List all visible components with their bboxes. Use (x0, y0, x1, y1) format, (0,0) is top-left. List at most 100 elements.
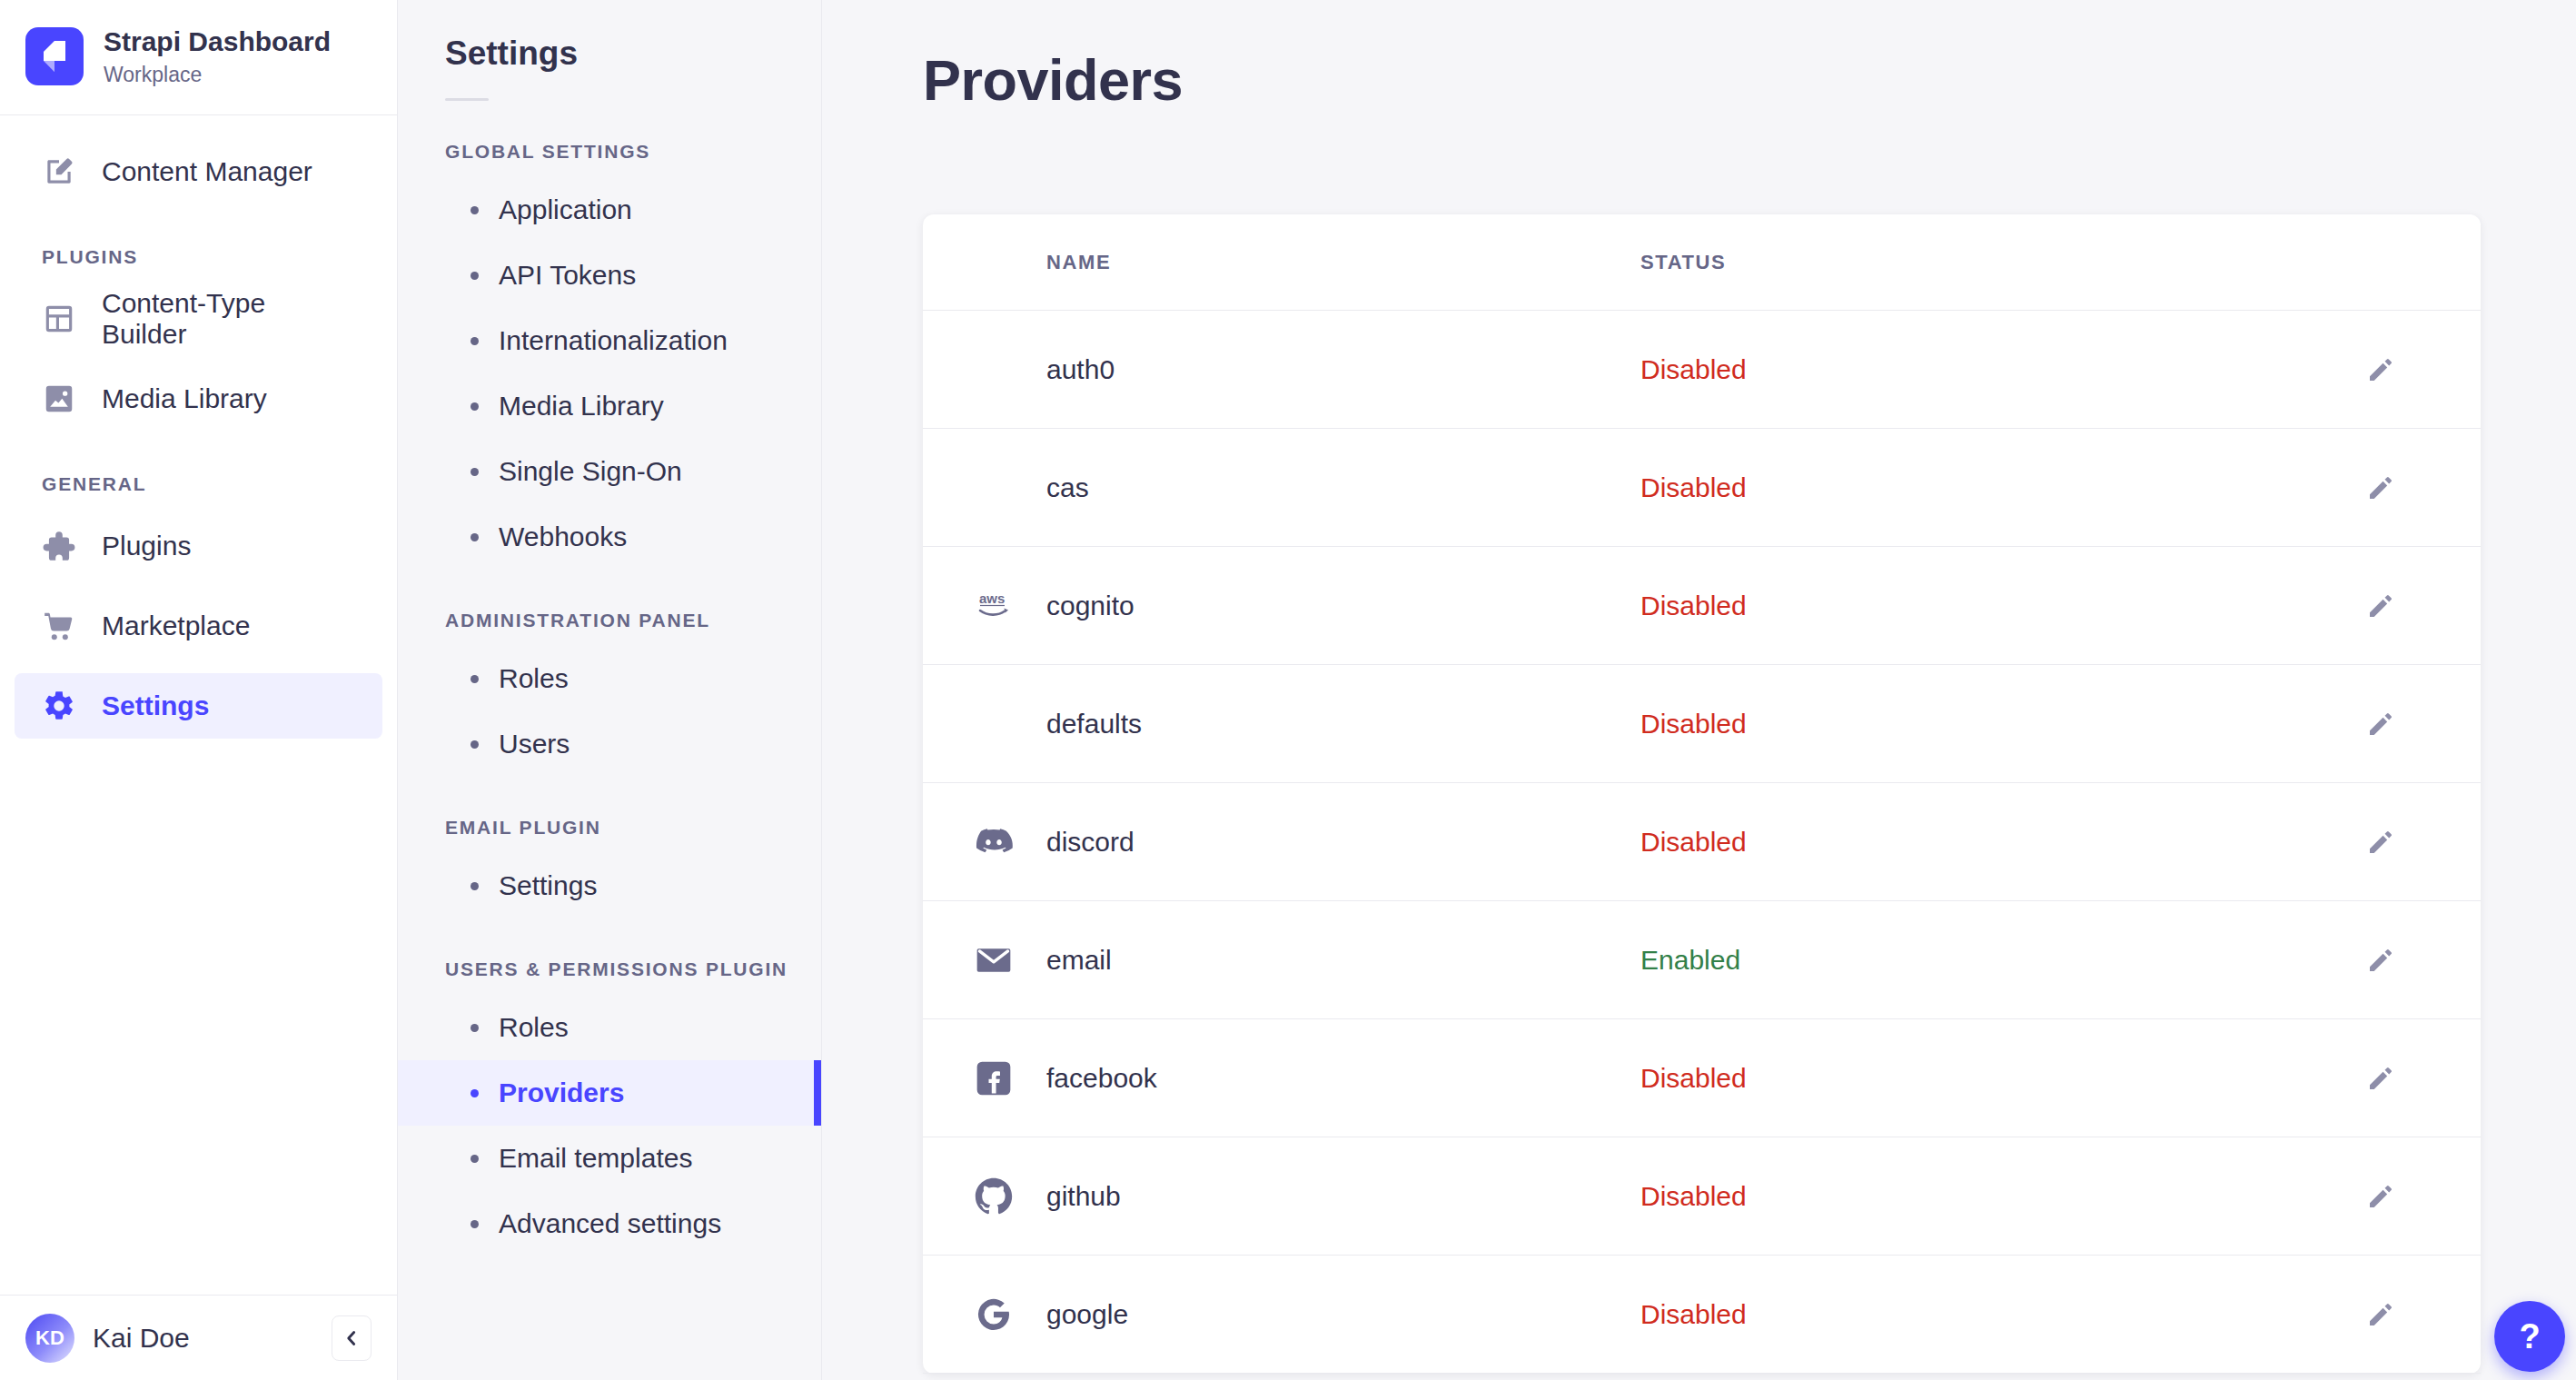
app-window: Strapi Dashboard Workplace Content Manag… (0, 0, 2576, 1380)
table-row-defaults: defaults Disabled (923, 665, 2481, 783)
provider-status: Disabled (1640, 1299, 2330, 1330)
subnav-item-label: Media Library (499, 391, 664, 422)
subnav-item-application[interactable]: Application (398, 177, 821, 243)
subnav-item-media-library[interactable]: Media Library (398, 373, 821, 439)
provider-status: Disabled (1640, 591, 2330, 621)
subnav-item-internationalization[interactable]: Internationalization (398, 308, 821, 373)
subnav-item-roles[interactable]: Roles (398, 646, 821, 711)
brand-subtitle: Workplace (104, 63, 331, 87)
table-row-email: email Enabled (923, 901, 2481, 1019)
facebook-icon (974, 1058, 1014, 1098)
email-icon (974, 940, 1014, 980)
sidebar-item-label: Content Manager (102, 156, 312, 187)
provider-name: email (1046, 945, 1608, 976)
provider-name: cas (1046, 472, 1608, 503)
media-library-icon (42, 382, 76, 416)
column-header-status: STATUS (1640, 251, 2330, 274)
no-icon (974, 468, 1014, 508)
providers-table-card: NAME STATUS auth0DisabledcasDisabledawsc… (923, 214, 2481, 1374)
subnav-item-label: API Tokens (499, 260, 636, 291)
sidebar-item-label: Plugins (102, 531, 191, 561)
settings-subnav: Settings GLOBAL SETTINGSApplicationAPI T… (398, 0, 822, 1380)
subnav-item-advanced-settings[interactable]: Advanced settings (398, 1191, 821, 1256)
bullet-icon (471, 675, 479, 683)
strapi-logo-icon (25, 27, 84, 85)
sidebar-item-label: Settings (102, 690, 209, 721)
provider-status: Disabled (1640, 709, 2330, 740)
sidebar-item-content-manager[interactable]: Content Manager (15, 139, 382, 204)
subnav-section-label-administration-panel: ADMINISTRATION PANEL (445, 610, 821, 631)
edit-provider-button[interactable] (2363, 352, 2399, 388)
edit-provider-button[interactable] (2363, 1178, 2399, 1215)
column-header-name: NAME (1046, 251, 1608, 274)
subnav-title: Settings (445, 35, 821, 73)
subnav-item-users[interactable]: Users (398, 711, 821, 777)
brand-title: Strapi Dashboard (104, 25, 331, 58)
sidebar-item-label: Marketplace (102, 611, 250, 641)
table-row-auth0: auth0Disabled (923, 311, 2481, 429)
pencil-icon (2366, 1300, 2395, 1329)
sidebar-nav: Content Manager PLUGINS Content-Type Build… (0, 115, 397, 1295)
edit-provider-button[interactable] (2363, 588, 2399, 624)
sidebar-item-settings[interactable]: Settings (15, 673, 382, 739)
subnav-item-providers[interactable]: Providers (398, 1060, 821, 1126)
subnav-item-api-tokens[interactable]: API Tokens (398, 243, 821, 308)
subnav-item-webhooks[interactable]: Webhooks (398, 504, 821, 570)
provider-status: Disabled (1640, 354, 2330, 385)
edit-provider-button[interactable] (2363, 942, 2399, 978)
bullet-icon (471, 1155, 479, 1163)
main-content: Providers NAME STATUS auth0DisabledcasDi… (822, 0, 2576, 1380)
edit-provider-button[interactable] (2363, 706, 2399, 742)
sidebar-section-label-general: GENERAL (42, 473, 382, 495)
marketplace-icon (42, 609, 76, 643)
sidebar-item-plugins[interactable]: Plugins (15, 513, 382, 579)
sidebar-item-label: Content-Type Builder (102, 288, 355, 350)
user-name: Kai Doe (93, 1323, 313, 1354)
avatar[interactable]: KD (25, 1314, 74, 1363)
subnav-item-settings[interactable]: Settings (398, 853, 821, 918)
provider-name: cognito (1046, 591, 1608, 621)
subnav-item-roles[interactable]: Roles (398, 995, 821, 1060)
subnav-item-label: Email templates (499, 1143, 692, 1174)
discord-icon (974, 822, 1014, 862)
edit-provider-button[interactable] (2363, 1296, 2399, 1333)
provider-name: google (1046, 1299, 1608, 1330)
sidebar-item-content-type-builder[interactable]: Content-Type Builder (15, 286, 382, 352)
table-row-google: google Disabled (923, 1256, 2481, 1374)
bullet-icon (471, 337, 479, 345)
bullet-icon (471, 1220, 479, 1228)
subnav-item-single-sign-on[interactable]: Single Sign-On (398, 439, 821, 504)
edit-provider-button[interactable] (2363, 1060, 2399, 1097)
pencil-icon (2366, 473, 2395, 502)
brand[interactable]: Strapi Dashboard Workplace (0, 0, 397, 115)
bullet-icon (471, 272, 479, 280)
main-sidebar: Strapi Dashboard Workplace Content Manag… (0, 0, 398, 1380)
bullet-icon (471, 882, 479, 890)
bullet-icon (471, 402, 479, 411)
subnav-item-label: Webhooks (499, 521, 627, 552)
sidebar-footer: KD Kai Doe (0, 1295, 397, 1380)
bullet-icon (471, 1089, 479, 1097)
chevron-left-icon (340, 1326, 363, 1350)
table-header-row: NAME STATUS (923, 214, 2481, 311)
bullet-icon (471, 533, 479, 541)
subnav-item-email-templates[interactable]: Email templates (398, 1126, 821, 1191)
provider-status: Enabled (1640, 945, 2330, 976)
content-manager-icon (42, 154, 76, 189)
collapse-sidebar-button[interactable] (332, 1315, 372, 1361)
sidebar-section-label-plugins: PLUGINS (42, 246, 382, 268)
sidebar-item-marketplace[interactable]: Marketplace (15, 593, 382, 659)
provider-name: defaults (1046, 709, 1608, 740)
table-row-github: githubDisabled (923, 1137, 2481, 1256)
no-icon (974, 704, 1014, 744)
settings-gear-icon (42, 689, 76, 723)
sidebar-item-media-library[interactable]: Media Library (15, 366, 382, 432)
help-button[interactable]: ? (2494, 1301, 2565, 1372)
edit-provider-button[interactable] (2363, 470, 2399, 506)
subnav-item-label: Single Sign-On (499, 456, 682, 487)
subnav-item-label: Roles (499, 663, 569, 694)
provider-status: Disabled (1640, 472, 2330, 503)
edit-provider-button[interactable] (2363, 824, 2399, 860)
pencil-icon (2366, 828, 2395, 857)
table-row-cognito: awscognitoDisabled (923, 547, 2481, 665)
